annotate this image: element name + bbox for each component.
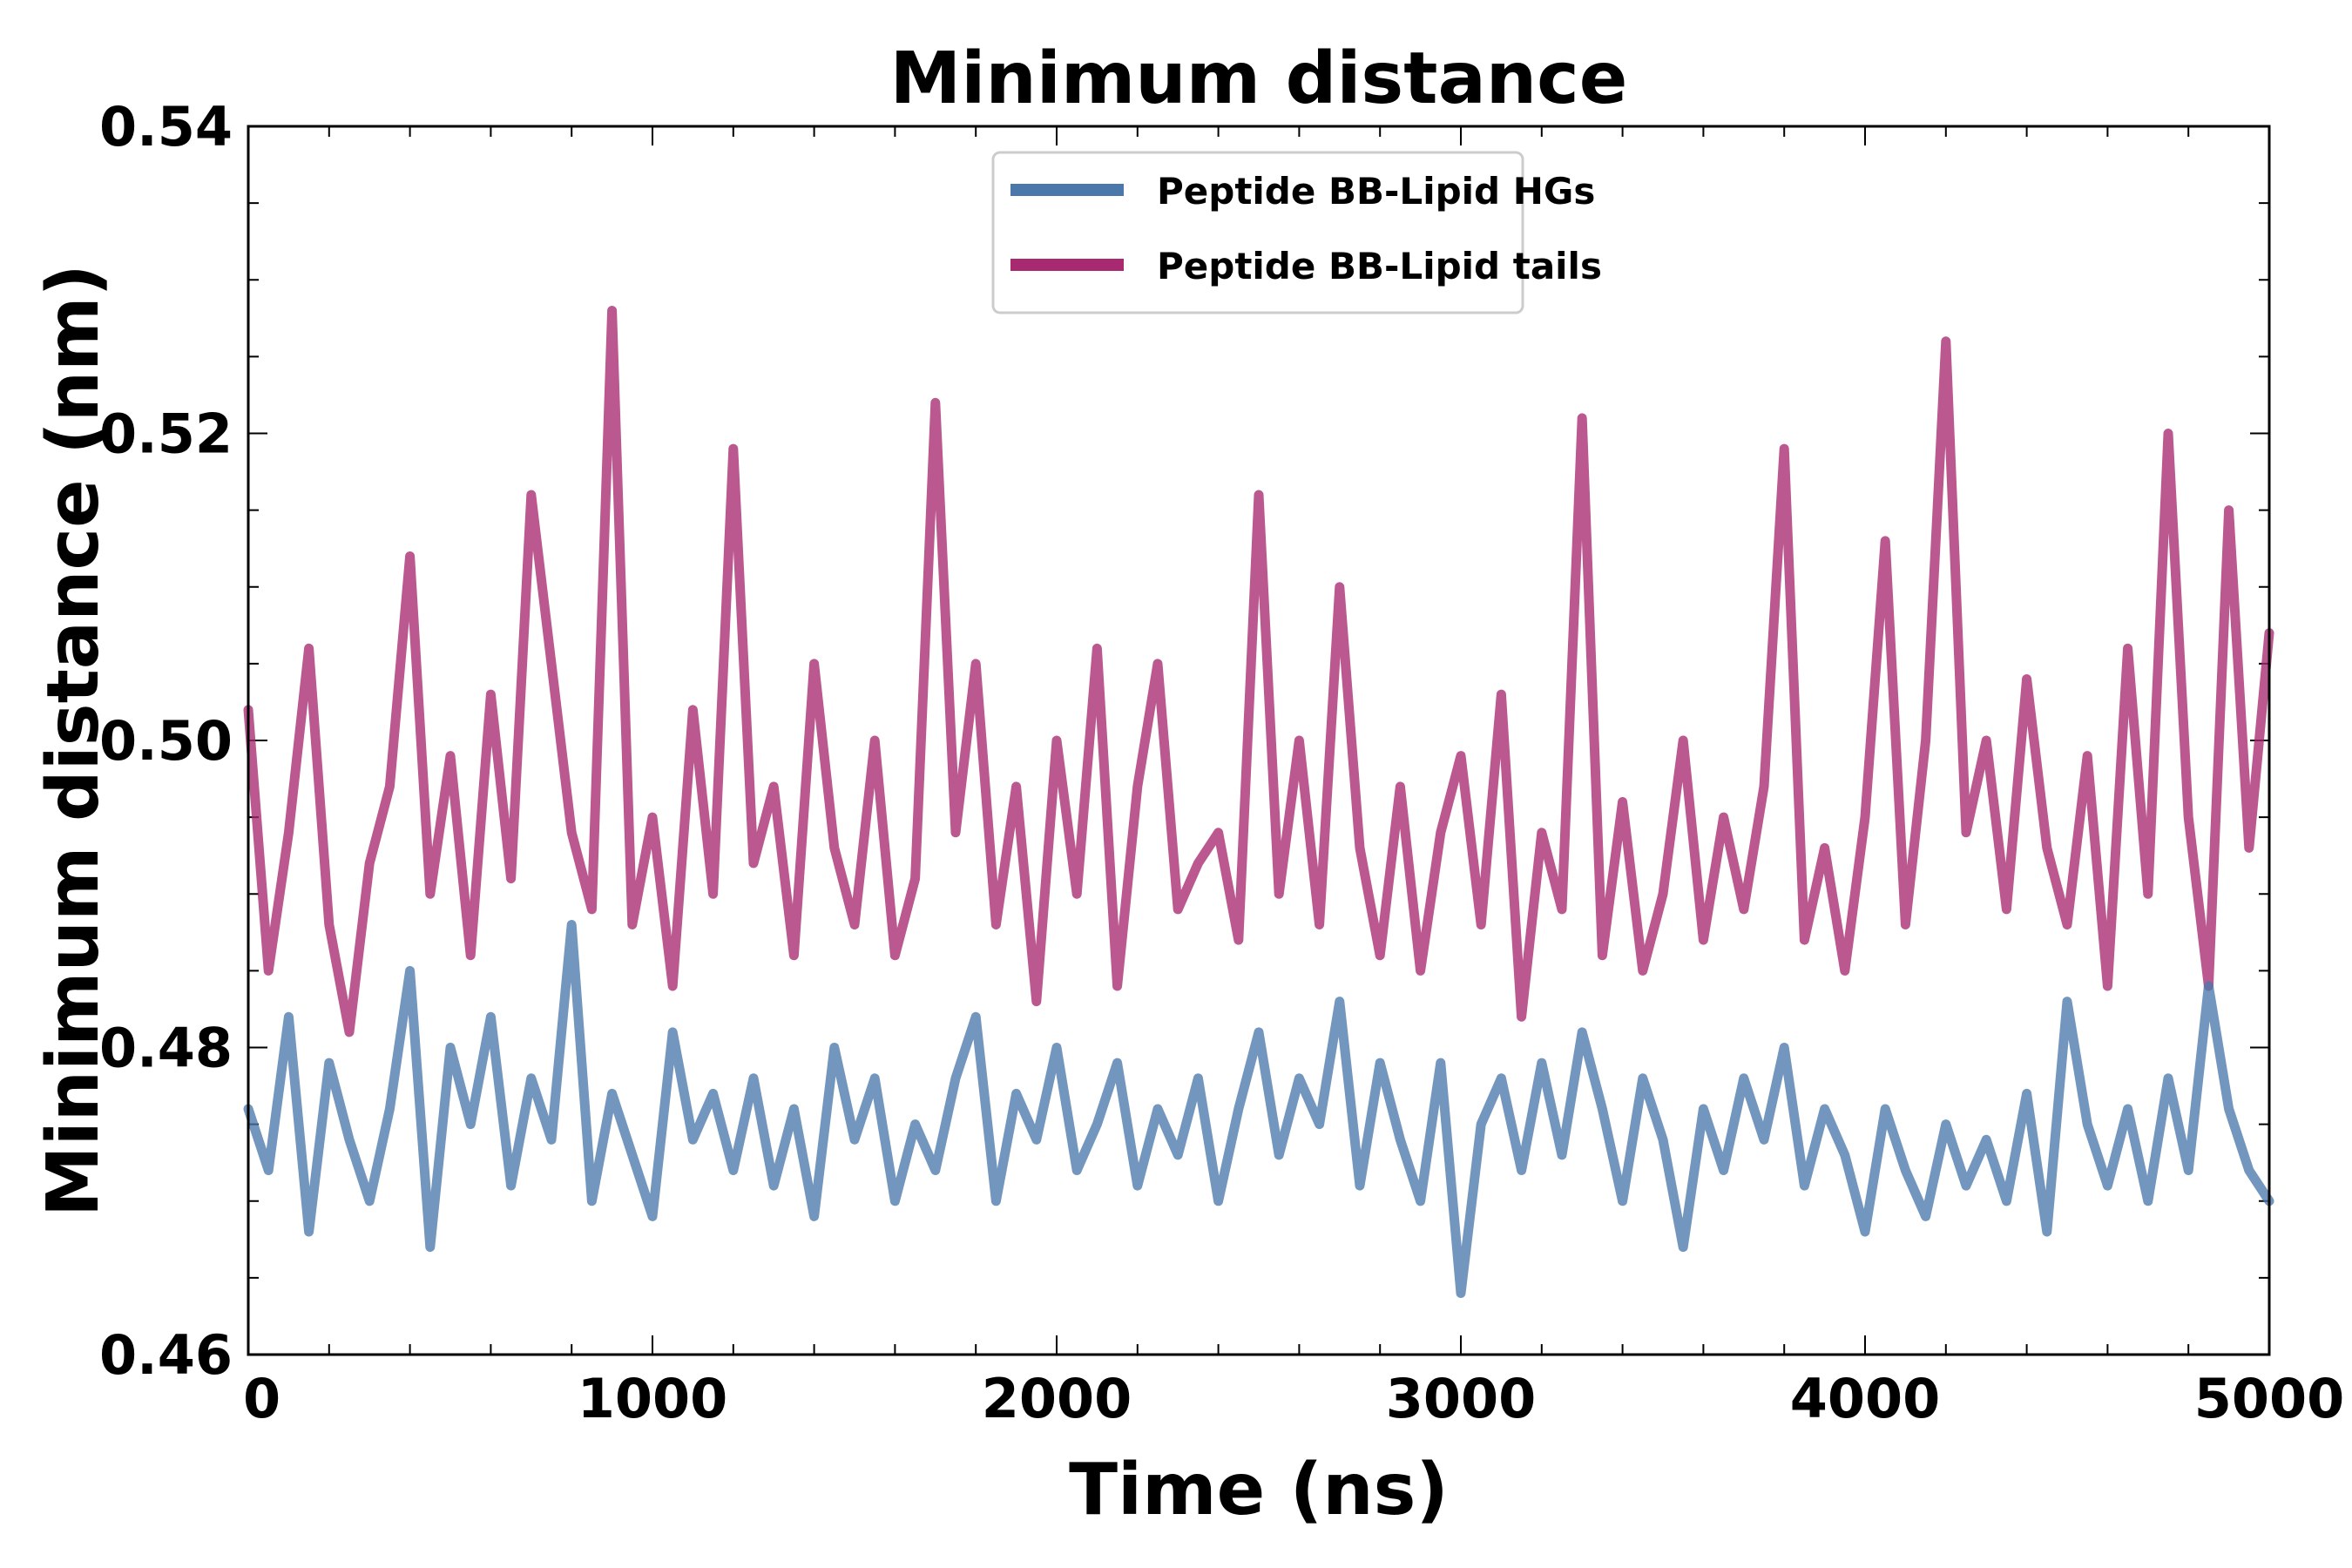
y-tick-label: 0.50 bbox=[99, 709, 233, 773]
y-tick-label: 0.48 bbox=[99, 1017, 233, 1080]
x-tick-label: 1000 bbox=[578, 1367, 728, 1430]
x-axis-label: Time (ns) bbox=[1069, 1449, 1449, 1531]
axis-ticks bbox=[247, 125, 2270, 1355]
y-axis-label: Minimum distance (nm) bbox=[32, 264, 115, 1217]
series-line-tails bbox=[243, 306, 2274, 1037]
series-line-hgs bbox=[243, 920, 2274, 1298]
x-tick-label: 0 bbox=[243, 1367, 280, 1430]
legend-label-hgs: Peptide BB-Lipid HGs bbox=[1157, 170, 1595, 213]
y-tick-label: 0.52 bbox=[99, 402, 233, 466]
plot-frame bbox=[247, 125, 2271, 1356]
series-layer bbox=[243, 306, 2274, 1298]
legend: Peptide BB-Lipid HGs Peptide BB-Lipid ta… bbox=[991, 151, 1602, 314]
legend-label-tails: Peptide BB-Lipid tails bbox=[1157, 245, 1602, 287]
x-tick-label: 3000 bbox=[1386, 1367, 1537, 1430]
x-tick-label: 5000 bbox=[2194, 1367, 2345, 1430]
legend-box bbox=[991, 151, 1524, 314]
y-tick-label: 0.54 bbox=[99, 95, 233, 159]
chart-title: Minimum distance bbox=[890, 37, 1628, 120]
y-tick-labels: 0.46 0.48 0.50 0.52 0.54 bbox=[99, 95, 233, 1387]
x-tick-label: 2000 bbox=[982, 1367, 1132, 1430]
x-tick-label: 4000 bbox=[1790, 1367, 1941, 1430]
x-tick-labels: 0 1000 2000 3000 4000 5000 bbox=[243, 1367, 2344, 1430]
y-tick-label: 0.46 bbox=[99, 1323, 233, 1387]
